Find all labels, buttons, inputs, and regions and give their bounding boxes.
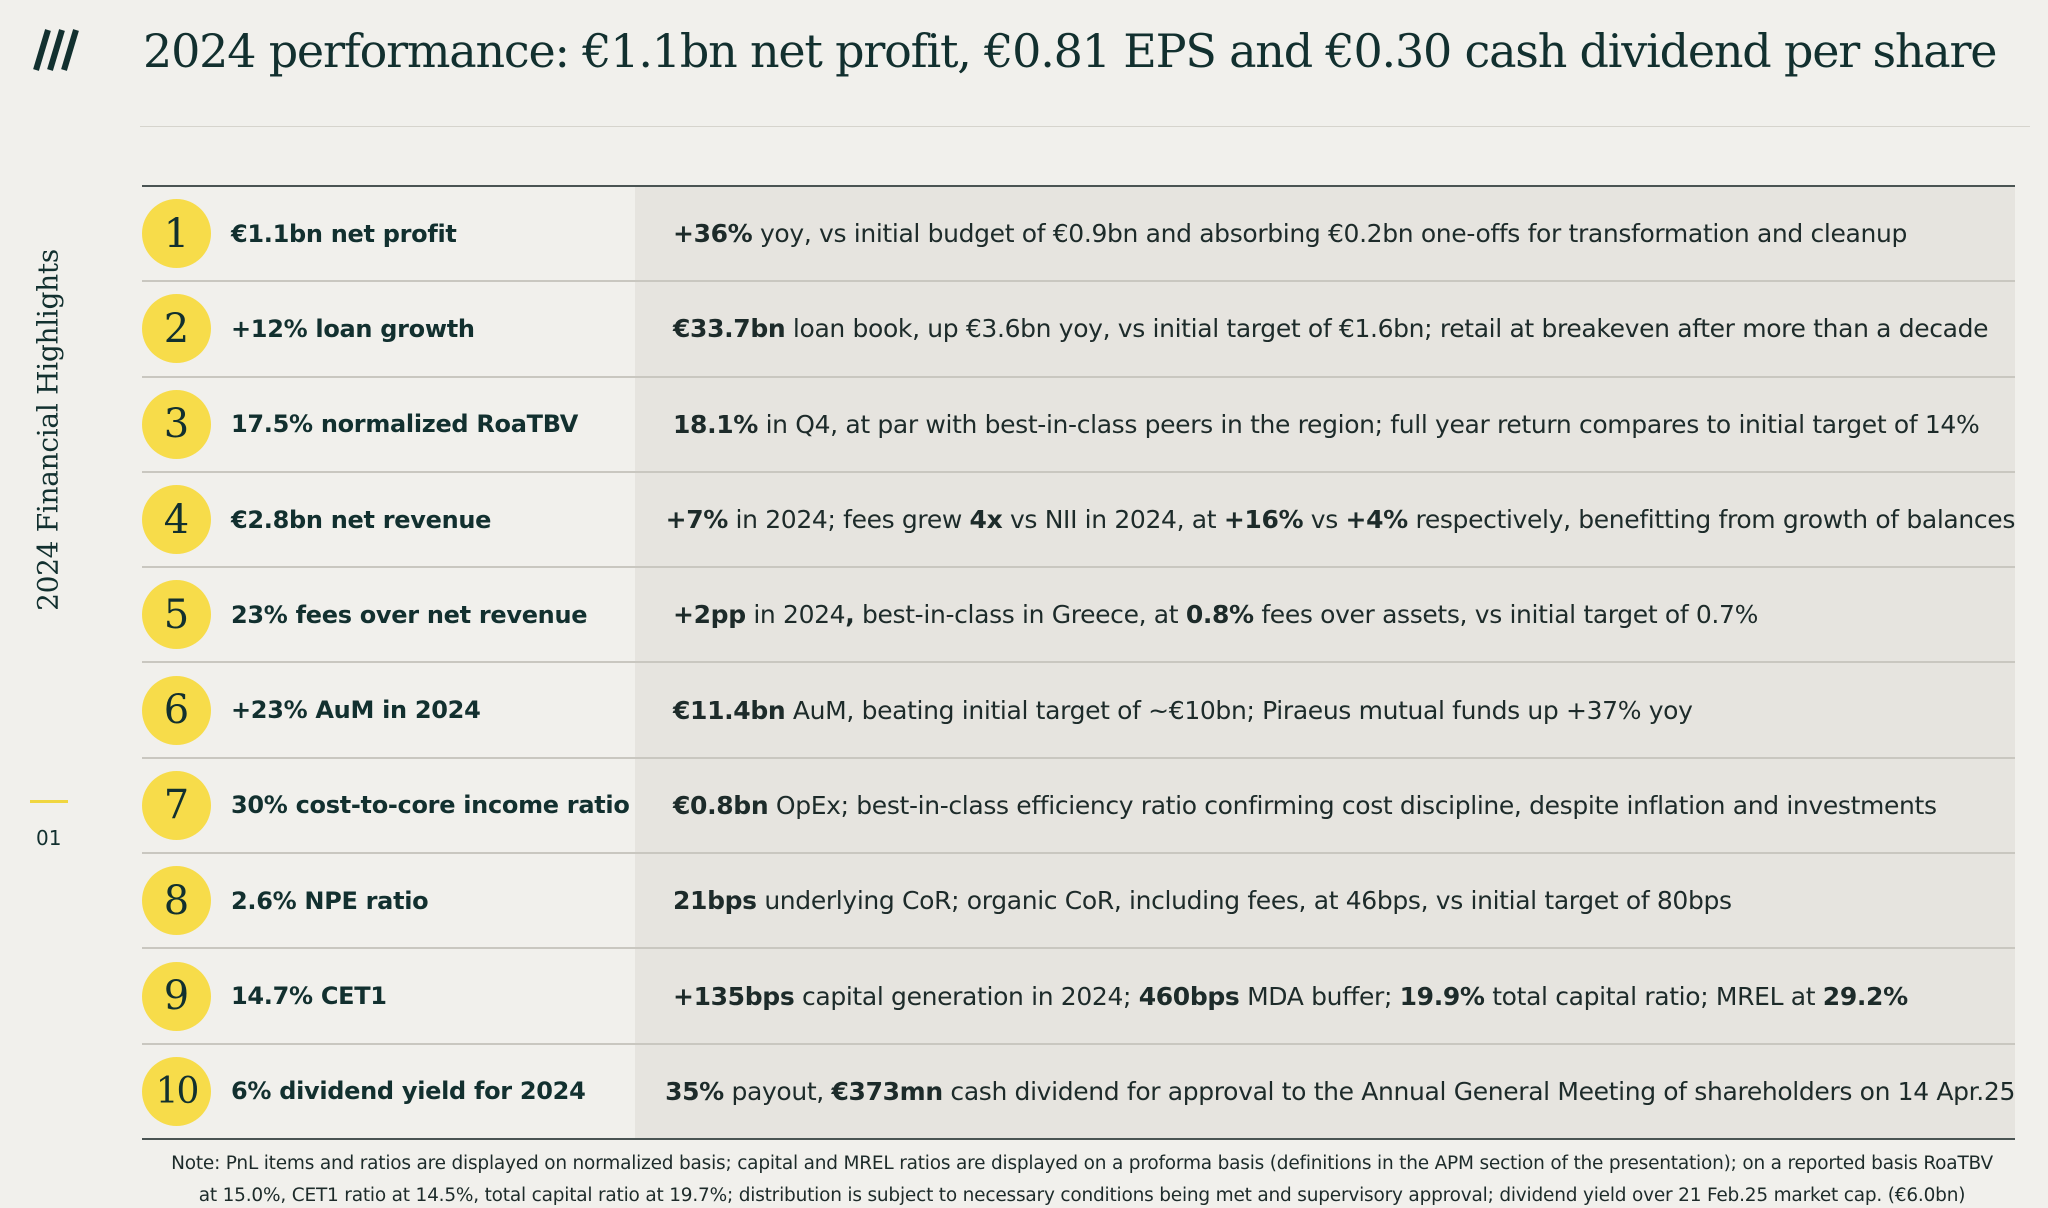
row-detail: €33.7bn loan book, up €3.6bn yoy, vs ini… [673,314,1989,344]
row-detail: +2pp in 2024, best-in-class in Greece, a… [673,600,1758,629]
detail-text: vs [1303,505,1346,535]
detail-highlight: +16% [1223,505,1304,535]
detail-highlight: €0.8bn [673,790,769,820]
row-headline: 30% cost-to-core income ratio [231,791,630,820]
row-detail: 35% payout, €373mn cash dividend for app… [665,1077,2015,1106]
detail-text: fees over assets, vs initial target of 0… [1253,600,1758,630]
detail-text: MDA buffer; [1239,981,1400,1011]
table-row: 8 2.6% NPE ratio 21bps underlying CoR; org… [142,854,2015,950]
table-row: 7 30% cost-to-core income ratio €0.8bn OpE… [142,758,2015,855]
detail-text: cash dividend for approval to the Annual… [942,1076,2015,1106]
detail-text: in 2024 [745,600,846,630]
detail-text: OpEx; best-in-class efficiency ratio con… [768,790,1937,820]
detail-highlight: +36% [673,219,753,249]
table-row: 2 +12% loan growth €33.7bn loan book, up €… [142,282,2015,378]
detail-highlight: 29.2% [1822,981,1908,1011]
detail-highlight: €11.4bn [673,695,786,725]
row-number-badge: 1 [142,199,211,269]
row-number-badge: 9 [142,961,211,1031]
row-number-badge: 8 [142,866,211,936]
detail-highlight: +135bps [673,981,795,1011]
detail-highlight: +7% [665,505,729,535]
detail-highlight: €33.7bn [673,314,786,344]
detail-text: underlying CoR; organic CoR, including f… [756,886,1732,916]
detail-highlight: 460bps [1138,981,1240,1011]
highlights-table: 1 €1.1bn net profit +36% yoy, vs initial b… [142,185,2015,1140]
footnote-line-2: at 15.0%, CET1 ratio at 14.5%, total cap… [198,1185,1966,1206]
detail-text: payout, [723,1076,832,1106]
row-headline: 14.7% CET1 [231,982,387,1011]
row-detail: +135bps capital generation in 2024; 460b… [673,982,1908,1011]
detail-text: in Q4, at par with best-in-class peers i… [757,409,1980,439]
detail-highlight: 21bps [673,886,757,916]
table-row: 9 14.7% CET1 +135bps capital generation in… [142,949,2015,1045]
detail-text: AuM, beating initial target of ~€10bn; P… [785,695,1693,725]
detail-text: loan book, up €3.6bn yoy, vs initial tar… [785,314,1989,344]
row-headline: €1.1bn net profit [231,219,457,248]
table-row: 5 23% fees over net revenue +2pp in 2024, … [142,568,2015,664]
row-headline: +12% loan growth [231,314,475,343]
detail-highlight: 4x [969,505,1003,535]
detail-text: in 2024; fees grew [727,505,970,535]
footnote: Note: PnL items and ratios are displayed… [142,1148,2022,1208]
row-detail: +36% yoy, vs initial budget of €0.9bn an… [673,219,1907,248]
row-headline: 23% fees over net revenue [231,600,588,629]
detail-highlight: 0.8% [1185,600,1254,630]
row-headline: 2.6% NPE ratio [231,886,429,915]
row-headline: +23% AuM in 2024 [231,696,481,725]
detail-text: vs NII in 2024, at [1002,505,1224,535]
table-row: 10 6% dividend yield for 2024 35% payout, … [142,1044,2015,1140]
row-detail: +7% in 2024; fees grew 4x vs NII in 2024… [665,505,2016,535]
row-number-badge: 2 [142,294,211,364]
row-number-badge: 7 [142,770,211,840]
detail-highlight: 18.1% [673,409,758,439]
detail-text: total capital ratio; MREL at [1484,981,1823,1011]
row-headline: €2.8bn net revenue [231,505,492,534]
detail-highlight: , [845,600,855,630]
table-row: 1 €1.1bn net profit +36% yoy, vs initial b… [142,187,2015,283]
detail-highlight: 19.9% [1399,981,1485,1011]
table-row: 6 +23% AuM in 2024 €11.4bn AuM, beating in… [142,663,2015,759]
row-number-badge: 3 [142,389,211,459]
detail-text: yoy, vs initial budget of €0.9bn and abs… [752,219,1908,249]
row-detail: €11.4bn AuM, beating initial target of ~… [673,696,1693,725]
page-title: 2024 performance: €1.1bn net profit, €0.… [143,24,1998,78]
section-accent-bar [30,800,68,803]
detail-text: best-in-class in Greece, at [854,600,1186,630]
table-row: 4 €2.8bn net revenue +7% in 2024; fees gre… [142,472,2016,569]
row-number-badge: 5 [142,580,211,650]
detail-highlight: +4% [1345,505,1409,535]
detail-text: respectively, benefitting from growth of… [1407,505,2015,535]
detail-highlight: €373mn [831,1076,944,1106]
detail-highlight: 35% [665,1076,724,1106]
row-detail: 18.1% in Q4, at par with best-in-class p… [673,409,1980,439]
row-number-badge: 4 [142,485,211,555]
table-row: 3 17.5% normalized RoaTBV 18.1% in Q4, at … [142,377,2015,473]
brand-logo-icon [26,26,84,74]
footnote-line-1: Note: PnL items and ratios are displayed… [171,1153,1993,1174]
row-detail: €0.8bn OpEx; best-in-class efficiency ra… [673,791,1937,820]
row-detail: 21bps underlying CoR; organic CoR, inclu… [673,886,1732,915]
row-number-badge: 10 [142,1056,211,1126]
row-headline: 6% dividend yield for 2024 [231,1077,586,1106]
section-label: 2024 Financial Highlights [31,249,65,611]
row-number-badge: 6 [142,675,211,745]
detail-text: capital generation in 2024; [794,981,1139,1011]
title-divider [140,126,2030,127]
detail-highlight: +2pp [673,600,746,630]
page-number: 01 [36,826,62,850]
row-headline: 17.5% normalized RoaTBV [231,410,578,439]
